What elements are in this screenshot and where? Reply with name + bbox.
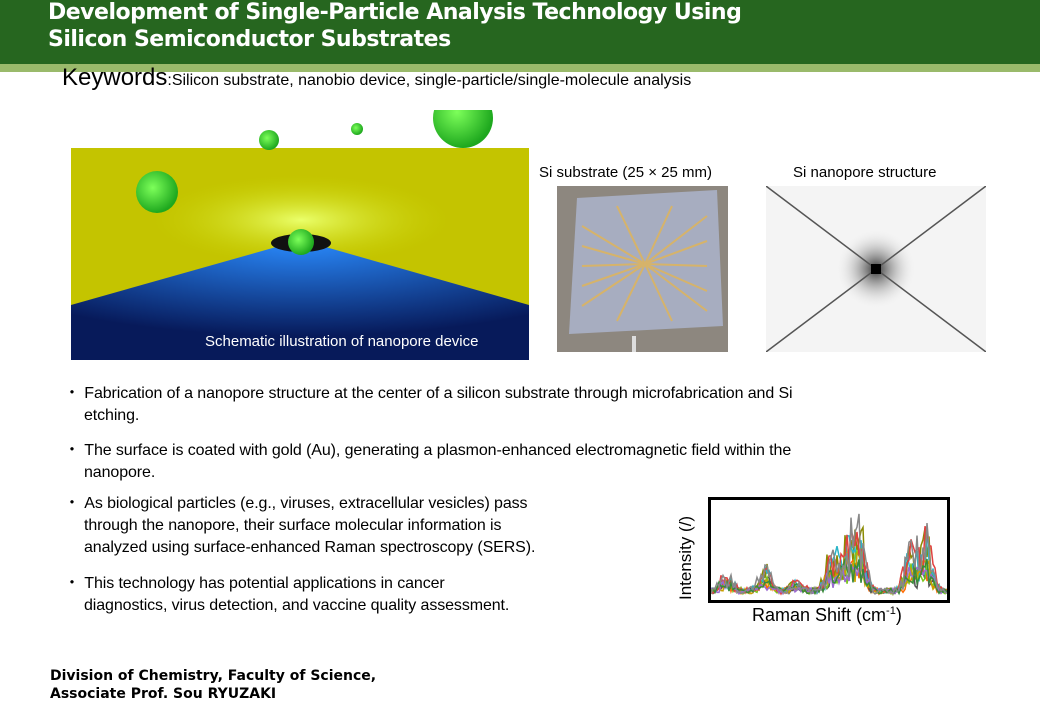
nanopore-schematic-image: Schematic illustration of nanopore devic… (71, 110, 529, 360)
y-axis-label: Intensity (/) (676, 515, 695, 600)
header-band (0, 0, 1040, 64)
keywords-label: Keywords (62, 64, 168, 91)
bullet-text: This technology has potential applicatio… (84, 575, 445, 592)
footer-line-1: Division of Chemistry, Faculty of Scienc… (50, 668, 377, 684)
bullet-text: analyzed using surface-enhanced Raman sp… (84, 539, 536, 556)
substrate-image (569, 190, 723, 352)
nanopore-caption: Si nanopore structure (793, 164, 937, 181)
bullet-marker: ・ (64, 385, 80, 402)
bullet-text: nanopore. (84, 464, 156, 481)
spectrum-line (710, 513, 948, 595)
bullet-2: ・ The surface is coated with gold (Au), … (64, 440, 994, 484)
bullet-text: As biological particles (e.g., viruses, … (84, 495, 528, 512)
bullet-text: through the nanopore, their surface mole… (84, 517, 502, 534)
bullet-text: The surface is coated with gold (Au), ge… (84, 442, 792, 459)
substrate-caption: Si substrate (25 × 25 mm) (539, 164, 712, 181)
schematic-illustration (71, 110, 529, 360)
title-line-1: Development of Single-Particle Analysis … (48, 0, 742, 25)
bullet-4: ・ This technology has potential applicat… (64, 573, 684, 617)
title-line-2: Silicon Semiconductor Substrates (48, 27, 451, 52)
nanopore-micrograph (766, 186, 986, 352)
bullet-3: ・ As biological particles (e.g., viruses… (64, 493, 684, 559)
footer-affiliation: Division of Chemistry, Faculty of Scienc… (50, 667, 376, 703)
x-axis-label-end: ) (895, 605, 902, 625)
bullet-marker: ・ (64, 442, 80, 459)
si-nanopore-image (766, 186, 986, 352)
x-axis-label-text: Raman Shift (cm (752, 605, 887, 625)
si-substrate-photo (557, 186, 728, 352)
bullet-text: Fabrication of a nanopore structure at t… (84, 385, 793, 402)
keywords: Keywords:Silicon substrate, nanobio devi… (62, 64, 691, 92)
schematic-caption: Schematic illustration of nanopore devic… (205, 333, 479, 350)
spectra-plot (710, 513, 948, 597)
bullet-marker: ・ (64, 575, 80, 592)
bullet-marker: ・ (64, 495, 80, 512)
slide-title: Development of Single-Particle Analysis … (48, 0, 742, 53)
bullet-1: ・ Fabrication of a nanopore structure at… (64, 383, 994, 427)
footer-line-2: Associate Prof. Sou RYUZAKI (50, 686, 277, 702)
bullet-text: diagnostics, virus detection, and vaccin… (84, 597, 510, 614)
keywords-value: Silicon substrate, nanobio device, singl… (171, 72, 692, 89)
spectrum-line (710, 557, 948, 596)
header-stripe (0, 64, 1040, 72)
keywords-separator: : (167, 72, 172, 89)
x-axis-label-sup: -1 (886, 605, 896, 617)
bullet-text: etching. (84, 407, 140, 424)
x-axis-label: Raman Shift (cm-1) (752, 605, 902, 626)
raman-spectra-figure (708, 497, 950, 603)
